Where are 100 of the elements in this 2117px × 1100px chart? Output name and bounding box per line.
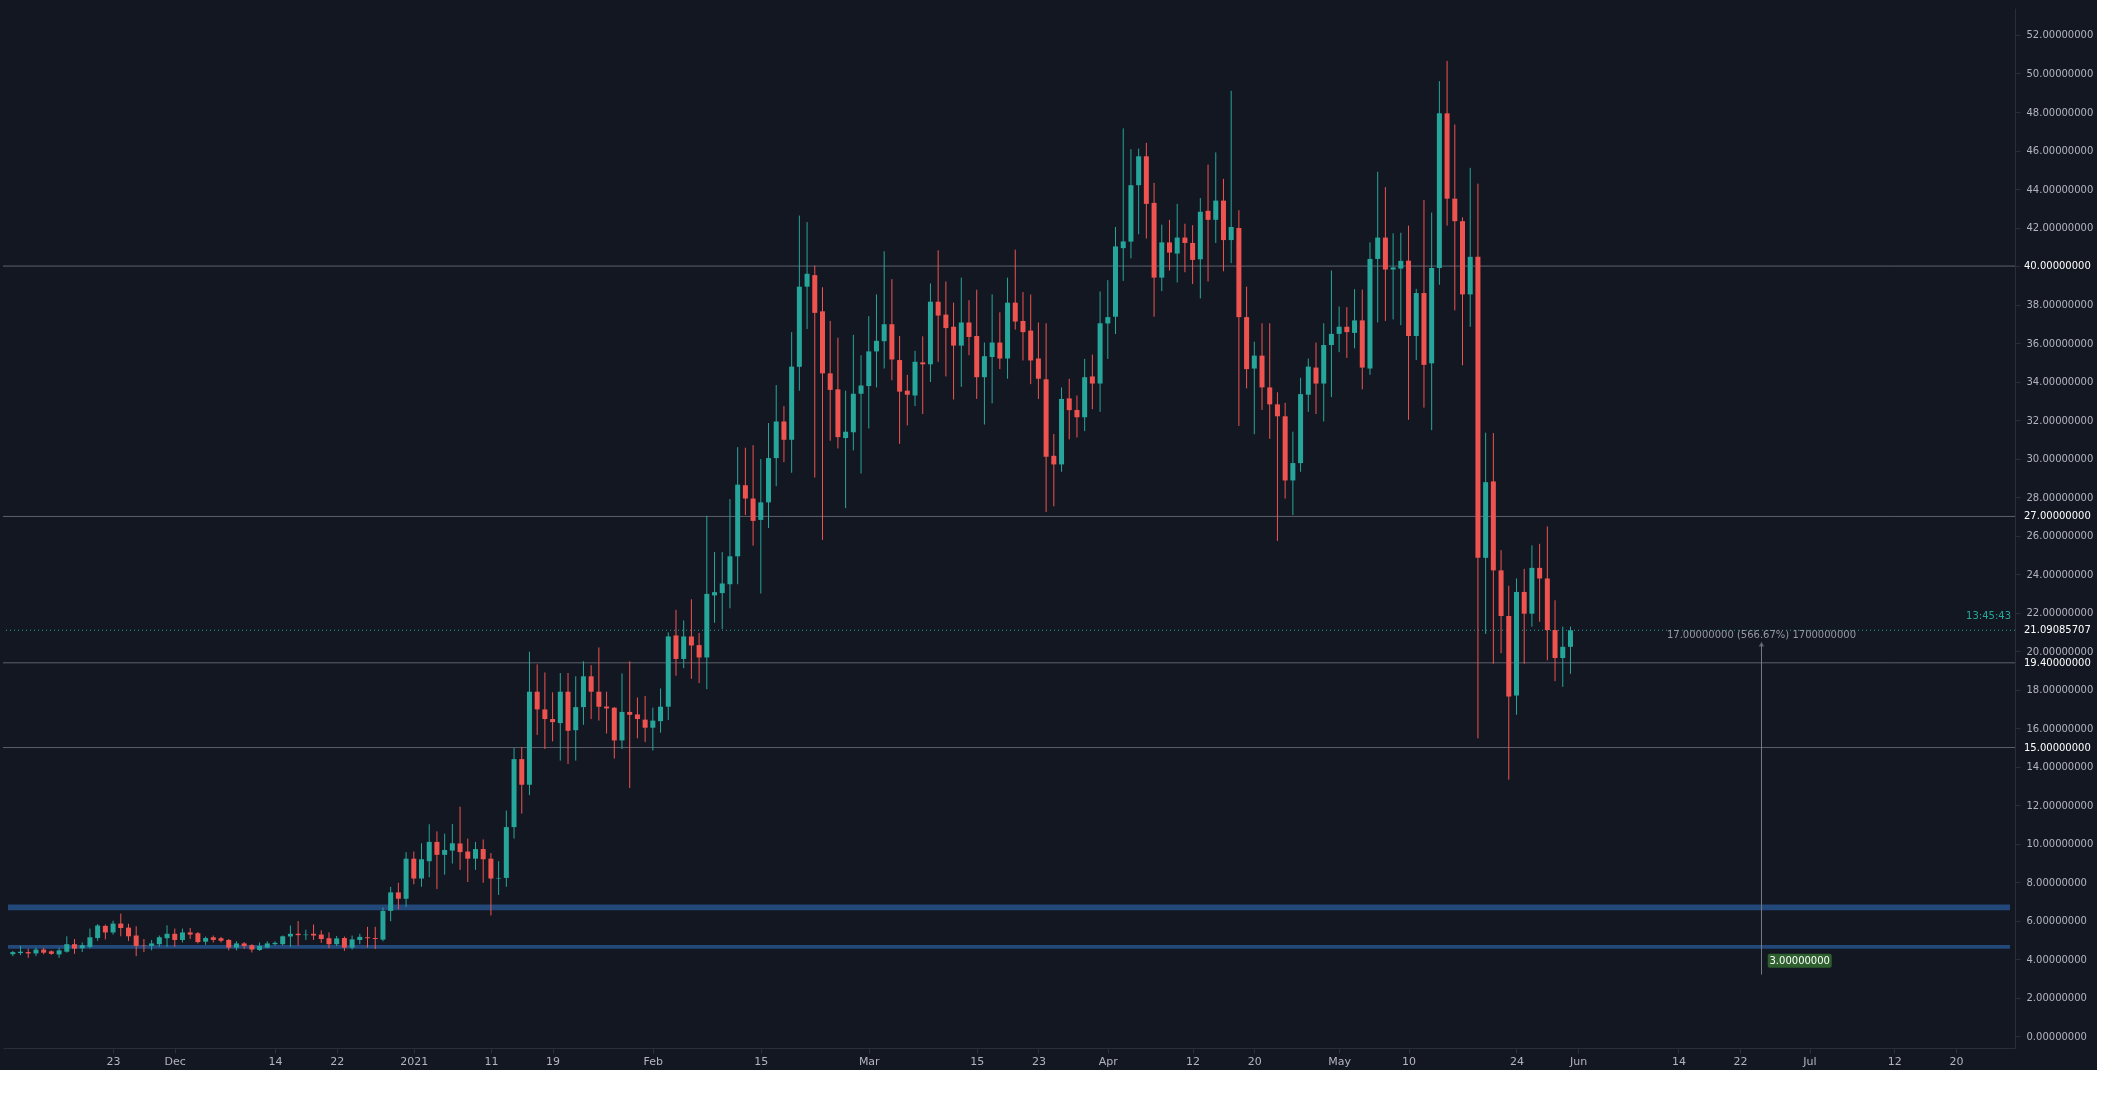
candlestick [904, 374, 910, 426]
y-tick-label: 22.00000000 [2026, 607, 2094, 619]
candlestick [118, 913, 124, 937]
candlestick [843, 390, 849, 509]
ref-line-label: 21.09085707 [2024, 624, 2091, 636]
y-tick-label: 50.00000000 [2026, 67, 2094, 79]
candlestick [388, 886, 394, 922]
candlestick [588, 664, 594, 720]
y-tick-label: 20.00000000 [2026, 645, 2094, 657]
candlestick [634, 696, 640, 739]
candlestick [1290, 431, 1296, 516]
y-tick-label: 42.00000000 [2026, 222, 2094, 234]
candlestick [688, 598, 694, 680]
x-tick-label: 22 [330, 1054, 345, 1068]
x-tick-label: Dec [164, 1054, 186, 1068]
y-tick-label: 32.00000000 [2026, 414, 2094, 426]
x-tick-label: Feb [643, 1054, 664, 1068]
x-tick-label: 14 [1671, 1054, 1686, 1068]
candlestick [480, 838, 486, 884]
x-tick-label: 10 [1402, 1054, 1417, 1068]
candlestick [496, 860, 502, 896]
y-tick-label: 4.00000000 [2026, 953, 2087, 965]
y-tick-label: 18.00000000 [2026, 684, 2094, 696]
candlestick [1020, 291, 1026, 361]
x-tick-label: 11 [484, 1054, 499, 1068]
candlestick [172, 928, 178, 948]
y-tick-label: 52.00000000 [2026, 29, 2094, 41]
candlestick [596, 646, 602, 722]
y-tick-label: 14.00000000 [2026, 761, 2094, 773]
y-tick-label: 10.00000000 [2026, 838, 2094, 850]
candlestick [550, 691, 556, 742]
annotation: 13:45:43 [1966, 610, 2011, 622]
candlestick [1074, 395, 1080, 438]
x-tick-label: 20 [1247, 1054, 1262, 1068]
candlestick [326, 931, 332, 949]
y-tick-label: 28.00000000 [2026, 491, 2094, 503]
candlestick [1344, 306, 1350, 359]
candlestick [673, 609, 679, 677]
candlestick [457, 806, 463, 871]
x-tick-label: Jun [1569, 1054, 1588, 1068]
candlestick [1182, 223, 1188, 273]
x-tick-label: 15 [970, 1054, 985, 1068]
x-tick-label: May [1328, 1054, 1352, 1068]
y-tick-label: 34.00000000 [2026, 376, 2094, 388]
candlestick [742, 447, 748, 516]
y-tick-label: 2.00000000 [2026, 992, 2087, 1004]
y-tick-label: 46.00000000 [2026, 145, 2094, 157]
candlestick [1452, 124, 1458, 311]
candlestick [164, 924, 170, 948]
candlestick [1313, 342, 1319, 415]
candlestick [1166, 219, 1172, 271]
candlestick [1537, 543, 1543, 623]
candlestick [1267, 322, 1273, 440]
candlestick [1012, 249, 1018, 331]
y-tick-label: 26.00000000 [2026, 530, 2094, 542]
y-tick-label: 12.00000000 [2026, 799, 2094, 811]
candlestick [1190, 224, 1196, 285]
candlestick [534, 663, 540, 736]
candlestick [1174, 203, 1180, 283]
y-tick-label: 0.00000000 [2026, 1030, 2087, 1042]
candlestick [920, 335, 926, 415]
candlestick [1560, 626, 1566, 688]
candlestick [449, 823, 455, 864]
candlestick [642, 695, 648, 743]
candlestick [804, 221, 810, 330]
candlestick [1120, 127, 1126, 282]
candlestick [712, 551, 718, 624]
candlestick [981, 342, 987, 426]
candlestick [1035, 322, 1041, 400]
y-tick-label: 38.00000000 [2026, 299, 2094, 311]
candlestick [1375, 171, 1381, 323]
y-tick-label: 8.00000000 [2026, 876, 2087, 888]
candlestick [434, 830, 440, 890]
candlestick [1051, 433, 1057, 507]
candlestick [141, 938, 147, 953]
y-tick-label: 44.00000000 [2026, 183, 2094, 195]
x-tick-label: 23 [106, 1054, 121, 1068]
ref-line-label: 19.40000000 [2024, 656, 2091, 668]
candlestick [419, 842, 425, 888]
candlestick [966, 299, 972, 356]
y-tick-label: 30.00000000 [2026, 453, 2094, 465]
candlestick [1205, 164, 1211, 282]
candlestick [858, 354, 864, 474]
candlestick [935, 249, 941, 363]
candlestick [1066, 378, 1072, 440]
x-tick-label: Apr [1098, 1054, 1119, 1068]
candlestick [1352, 288, 1358, 349]
candlestick [465, 838, 471, 883]
x-tick-label: 15 [754, 1054, 769, 1068]
x-tick-label: Jul [1802, 1054, 1817, 1068]
candlestick [1521, 568, 1527, 665]
candlestick [989, 293, 995, 404]
x-tick-label: 12 [1186, 1054, 1201, 1068]
candlestick [372, 926, 378, 950]
candlestick [758, 458, 764, 594]
candlestick [958, 277, 964, 388]
candlestick [1398, 232, 1404, 326]
candlestick [365, 926, 371, 949]
candlestick [542, 671, 548, 750]
candlestick [488, 852, 494, 916]
